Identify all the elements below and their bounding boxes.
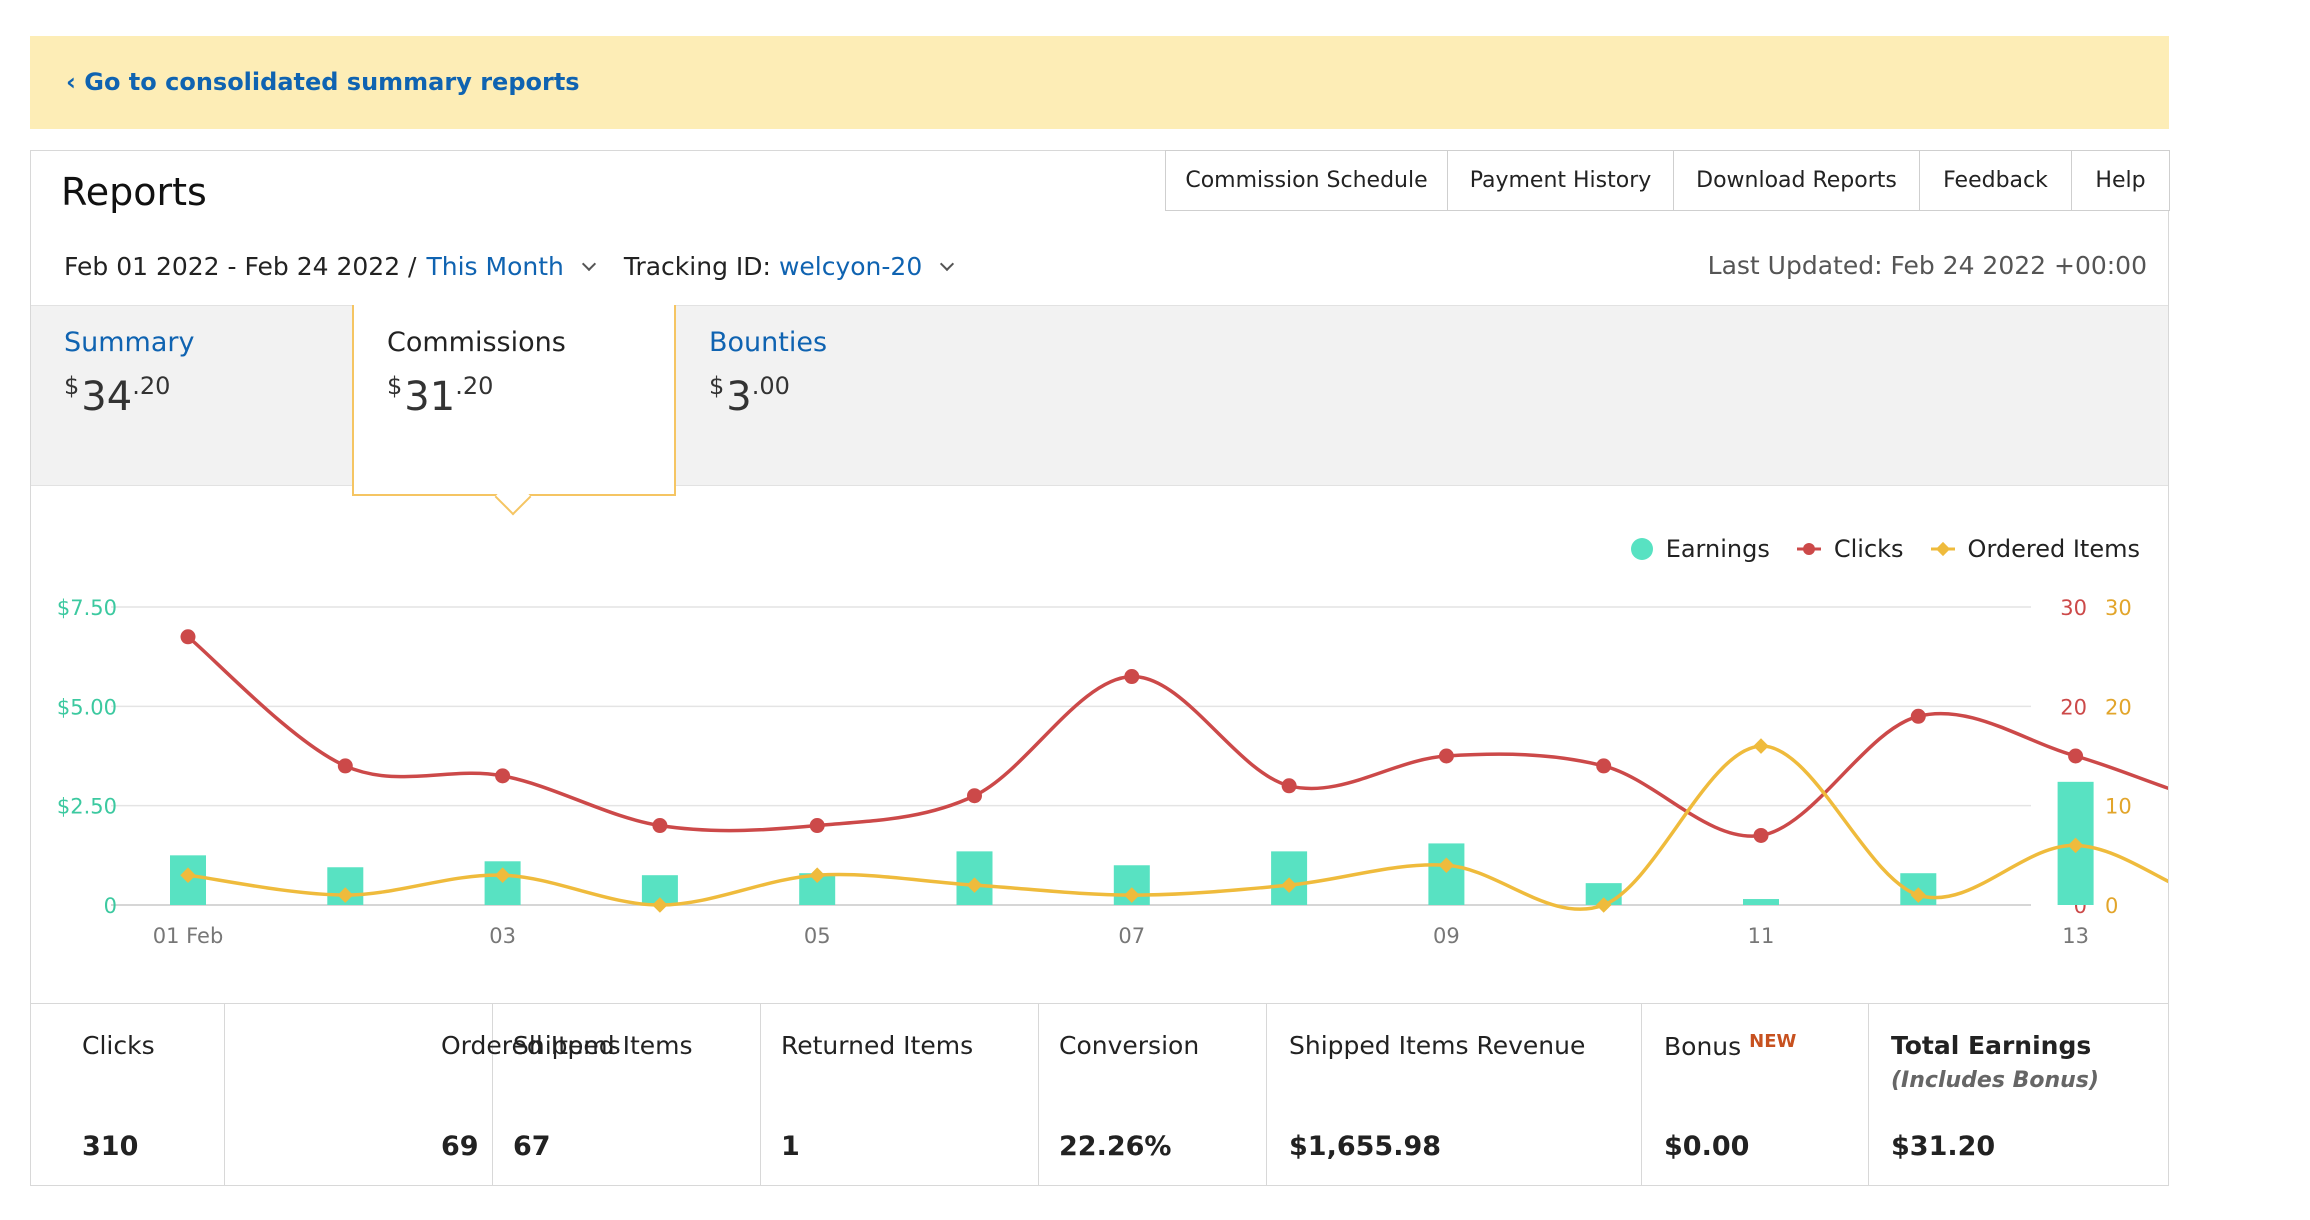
commissions-tab[interactable]: Commissions $31.20	[352, 305, 676, 496]
clicks-point	[337, 758, 353, 774]
ordered-items-point	[1438, 857, 1455, 874]
help-tab[interactable]: Help	[2071, 150, 2170, 211]
clicks-point	[1281, 778, 1297, 794]
ordered-items-point	[2067, 837, 2084, 854]
ordered-items-point	[1910, 887, 1927, 903]
consolidated-reports-banner: ‹ Go to consolidated summary reports	[30, 36, 2169, 129]
payment-history-tab[interactable]: Payment History	[1447, 150, 1673, 211]
ordered-items-point	[1281, 877, 1297, 893]
commission-schedule-tab[interactable]: Commission Schedule	[1165, 150, 1447, 211]
feedback-tab[interactable]: Feedback	[1919, 150, 2071, 211]
clicks-point	[967, 788, 982, 804]
y-right-ordered-items-tick-label: 0	[2105, 894, 2118, 918]
bounties-tab-label: Bounties	[709, 327, 828, 358]
filter-row: Feb 01 2022 - Feb 24 2022 / This Month T…	[64, 252, 970, 281]
legend-ordered-items[interactable]: Ordered Items	[1930, 535, 2140, 563]
ordered-items-point	[1124, 887, 1140, 903]
clicks-point	[1438, 748, 1454, 764]
earnings-chart: 0$2.50$5.00$7.500102030010203001 Feb0305…	[57, 596, 2168, 948]
clicks-point	[809, 818, 825, 834]
commissions-amount: $31.20	[387, 372, 494, 420]
ordered-items-point	[1595, 897, 1612, 913]
tracking-id-selector[interactable]: welcyon-20	[778, 252, 923, 281]
x-tick-label: 05	[804, 924, 831, 948]
y-left-tick-label: $5.00	[57, 695, 117, 719]
chevron-down-icon[interactable]	[581, 256, 596, 271]
y-right-clicks-tick-label: 20	[2060, 695, 2087, 719]
bounties-amount: $3.00	[709, 372, 790, 420]
y-right-ordered-items-tick-label: 30	[2105, 596, 2132, 620]
stat-shipped-items-revenue: Shipped Items Revenue $1,655.98	[1267, 1004, 1642, 1186]
clicks-point	[180, 629, 196, 645]
stat-bonus: Bonus NEW $0.00	[1642, 1004, 1869, 1186]
x-tick-label: 01 Feb	[153, 924, 224, 948]
summary-tab[interactable]: Summary $34.20	[31, 305, 351, 486]
chart-legend: Earnings Clicks Ordered Items	[1604, 535, 2140, 563]
clicks-point	[1124, 669, 1140, 685]
chevron-down-icon[interactable]	[940, 256, 955, 271]
stat-conversion: Conversion 22.26%	[1039, 1004, 1267, 1186]
consolidated-summary-link[interactable]: ‹ Go to consolidated summary reports	[66, 68, 580, 96]
page-title: Reports	[61, 170, 207, 214]
period-selector[interactable]: This Month	[426, 252, 564, 281]
x-tick-label: 13	[2062, 924, 2089, 948]
clicks-line	[186, 635, 2168, 838]
ordered-items-point	[337, 887, 354, 903]
last-updated: Last Updated: Feb 24 2022 +00:00	[1707, 251, 2147, 280]
clicks-point	[495, 768, 511, 784]
date-range: Feb 01 2022 - Feb 24 2022 /	[64, 252, 417, 281]
stat-shipped-items: Shipped Items 67	[493, 1004, 761, 1186]
stat-clicks: Clicks 310	[31, 1004, 225, 1186]
tracking-id-label: Tracking ID:	[623, 252, 771, 281]
x-tick-label: 09	[1433, 924, 1460, 948]
clicks-legend-icon	[1796, 543, 1821, 555]
summary-tab-label: Summary	[64, 327, 195, 358]
y-left-tick-label: $2.50	[57, 795, 117, 819]
clicks-point	[1596, 758, 1612, 774]
ordered-items-point	[966, 877, 983, 893]
earnings-bar	[1743, 899, 1779, 905]
clicks-point	[652, 818, 668, 834]
clicks-point	[1753, 827, 1769, 843]
clicks-point	[1910, 708, 1926, 724]
new-badge: NEW	[1749, 1031, 1797, 1052]
bounties-tab[interactable]: Bounties $3.00	[676, 305, 996, 486]
ordered-items-legend-icon	[1930, 541, 1955, 557]
legend-earnings[interactable]: Earnings	[1630, 535, 1770, 563]
y-right-clicks-tick-label: 30	[2060, 596, 2087, 620]
ordered-items-point	[1753, 738, 1769, 754]
y-right-ordered-items-tick-label: 10	[2105, 795, 2132, 819]
report-nav-tabs: Commission Schedule Payment History Down…	[1165, 150, 2170, 211]
stat-ordered-items: Ordered Items 69	[225, 1004, 621, 1186]
ordered-items-point	[180, 867, 196, 883]
y-right-ordered-items-tick-label: 20	[2105, 695, 2132, 719]
stats-bar: Clicks 310 Ordered Items 69 Shipped Item…	[31, 1003, 2168, 1186]
stat-total-earnings: Total Earnings (Includes Bonus) $31.20	[1891, 1031, 2099, 1162]
clicks-point	[2068, 748, 2084, 764]
legend-clicks[interactable]: Clicks	[1796, 535, 1904, 563]
y-left-tick-label: $7.50	[57, 596, 117, 620]
stat-returned-items: Returned Items 1	[761, 1004, 1039, 1186]
commissions-tab-label: Commissions	[387, 327, 566, 358]
x-tick-label: 07	[1118, 924, 1145, 948]
download-reports-tab[interactable]: Download Reports	[1673, 150, 1919, 211]
earnings-legend-icon	[1630, 538, 1653, 560]
x-tick-label: 03	[489, 924, 516, 948]
x-tick-label: 11	[1748, 924, 1775, 948]
earnings-bar	[1428, 843, 1465, 905]
summary-amount: $34.20	[64, 372, 171, 420]
y-left-tick-label: 0	[104, 894, 117, 918]
